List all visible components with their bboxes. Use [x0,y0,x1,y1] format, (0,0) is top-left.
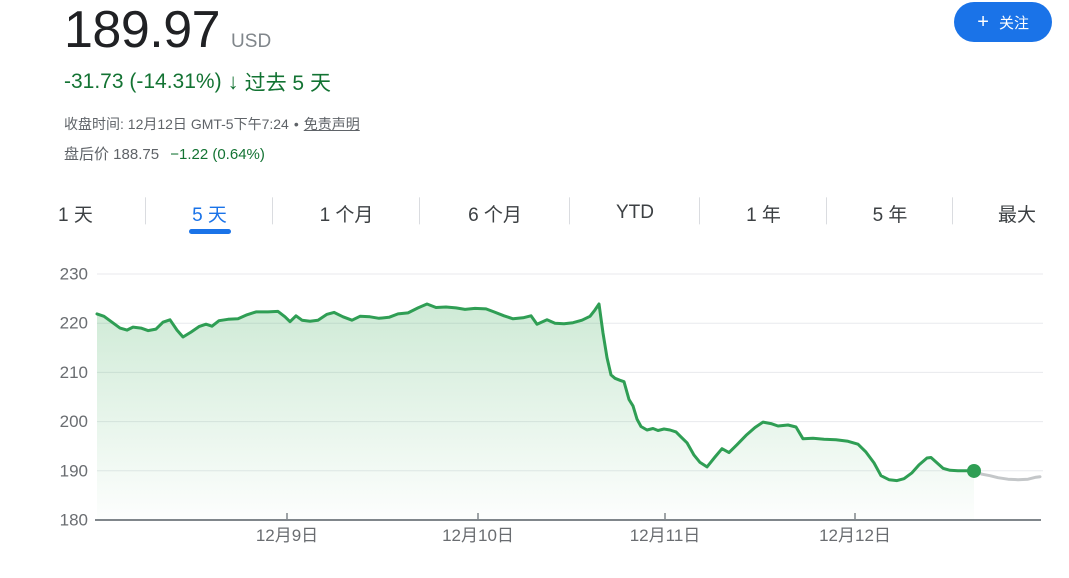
tab-label: YTD [616,202,654,223]
price-row: 189.97 USD [64,1,360,59]
tab-1个月[interactable]: 1 个月 [273,190,420,236]
tab-最大[interactable]: 最大 [953,190,1040,236]
price-area-fill [97,304,974,520]
tab-1年[interactable]: 1 年 [700,190,827,236]
disclaimer-link[interactable]: 免责声明 [303,116,360,133]
price-change-row: -31.73 (-14.31%) ↓ 过去 5 天 [64,67,360,97]
tab-label: 1 年 [746,204,781,226]
x-axis-label: 12月9日 [256,526,318,545]
tab-label: 1 天 [58,204,93,226]
tab-YTD[interactable]: YTD [570,190,700,236]
currency-label: USD [231,31,272,52]
stock-header: 189.97 USD -31.73 (-14.31%) ↓ 过去 5 天 收盘时… [64,0,360,164]
after-hours-line [972,469,1042,482]
time-range-tabs: 1 天 5 天 1 个月 6 个月 YTD 1 年 5 年 最大 [50,190,1040,236]
after-hours-change: −1.22 (0.64%) [170,146,265,164]
close-time-text: 收盘时间: 12月12日 GMT-5下午7:24 [64,116,289,133]
tab-1天[interactable]: 1 天 [50,190,146,236]
y-axis-label: 220 [60,314,88,333]
tab-divider [419,197,420,225]
price-change: -31.73 (-14.31%) [64,70,222,94]
tab-label: 6 个月 [468,204,522,226]
tab-divider [699,197,700,225]
after-hours-row: 盘后价 188.75 −1.22 (0.64%) [64,143,360,164]
endpoint-dot [967,463,981,478]
x-axis-label: 12月10日 [442,526,514,545]
y-axis-label: 230 [60,265,88,284]
close-time-row: 收盘时间: 12月12日 GMT-5下午7:24 • 免责声明 [64,114,360,134]
tab-divider [569,197,570,225]
bullet-separator: • [293,116,299,133]
price-value: 189.97 [64,1,221,59]
tab-6个月[interactable]: 6 个月 [420,190,570,236]
tab-divider [952,197,953,225]
stock-price-chart[interactable]: 230 220 210 200 190 180 12月9日 12月10日 12月11日 12月12… [0,260,1069,578]
y-axis-label: 180 [60,511,88,530]
tab-label: 5 天 [192,204,227,226]
tab-divider [272,197,273,225]
y-axis-label: 190 [60,461,88,480]
price-line [95,302,976,483]
tab-5年[interactable]: 5 年 [827,190,953,236]
change-period: 过去 5 天 [244,72,331,96]
tab-label: 最大 [997,204,1036,226]
follow-button-label: 关注 [998,14,1029,32]
tab-label: 1 个月 [319,204,374,226]
tab-5天[interactable]: 5 天 [146,190,273,236]
y-axis-label: 210 [60,363,88,382]
tab-label: 5 年 [872,204,908,226]
x-axis-label: 12月11日 [630,526,701,545]
tab-divider [145,197,146,225]
follow-button[interactable]: + 关注 [954,2,1052,42]
tab-divider [826,197,827,225]
after-hours-price: 盘后价 188.75 [64,146,160,164]
y-axis-label: 200 [60,412,88,431]
plus-icon: + [977,11,989,33]
active-tab-indicator [188,229,231,234]
arrow-down-icon: ↓ [227,69,239,95]
x-axis-label: 12月12日 [819,526,891,545]
